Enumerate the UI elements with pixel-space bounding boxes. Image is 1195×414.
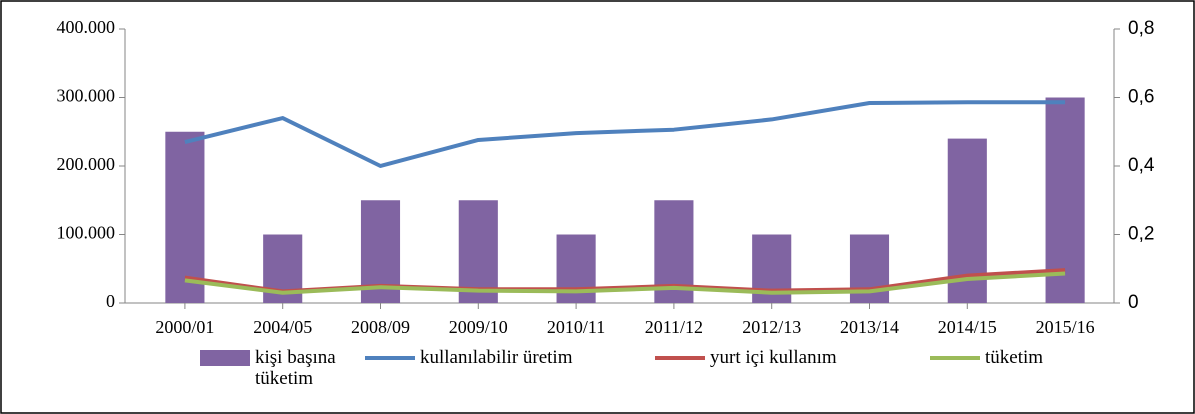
x-tick-label: 2015/16 (1036, 317, 1095, 337)
y-tick-label: 100.000 (57, 223, 116, 243)
x-tick-label: 2010/11 (547, 317, 605, 337)
bar (1045, 97, 1085, 303)
y2-tick-label: 0 (1128, 292, 1139, 313)
legend-swatch (655, 356, 705, 360)
y-tick-label: 300.000 (57, 86, 116, 106)
legend-item: kişi başına tüketim (200, 347, 350, 389)
bar (165, 131, 205, 303)
legend-item: yurt içi kullanım (655, 347, 865, 368)
legend-item: tüketim (930, 347, 1090, 368)
legend-swatch (365, 356, 415, 360)
x-tick-label: 2014/15 (938, 317, 997, 337)
x-tick-label: 2011/12 (645, 317, 703, 337)
bar (458, 200, 498, 303)
legend-swatch (930, 356, 980, 360)
y-tick-label: 400.000 (57, 17, 116, 37)
y2-tick-label: 0,2 (1128, 224, 1154, 245)
x-tick-label: 2012/13 (742, 317, 801, 337)
y2-tick-label: 0,8 (1128, 18, 1154, 39)
legend-label: tüketim (985, 347, 1044, 368)
x-tick-label: 2009/10 (449, 317, 508, 337)
x-tick-label: 2004/05 (253, 317, 312, 337)
legend-swatch (200, 350, 250, 366)
legend-label: kişi başına tüketim (255, 347, 336, 389)
line (184, 100, 1066, 168)
x-tick-label: 2000/01 (155, 317, 214, 337)
y2-tick-label: 0,4 (1128, 155, 1155, 176)
legend-item: kullanılabilir üretim (365, 347, 605, 368)
y-tick-label: 0 (106, 291, 115, 311)
y2-tick-label: 0,6 (1128, 87, 1154, 108)
line (184, 271, 1066, 295)
x-tick-label: 2008/09 (351, 317, 410, 337)
y-tick-label: 200.000 (57, 154, 116, 174)
x-tick-label: 2013/14 (840, 317, 899, 337)
legend-label: yurt içi kullanım (710, 347, 837, 368)
legend-label: kullanılabilir üretim (420, 347, 573, 368)
